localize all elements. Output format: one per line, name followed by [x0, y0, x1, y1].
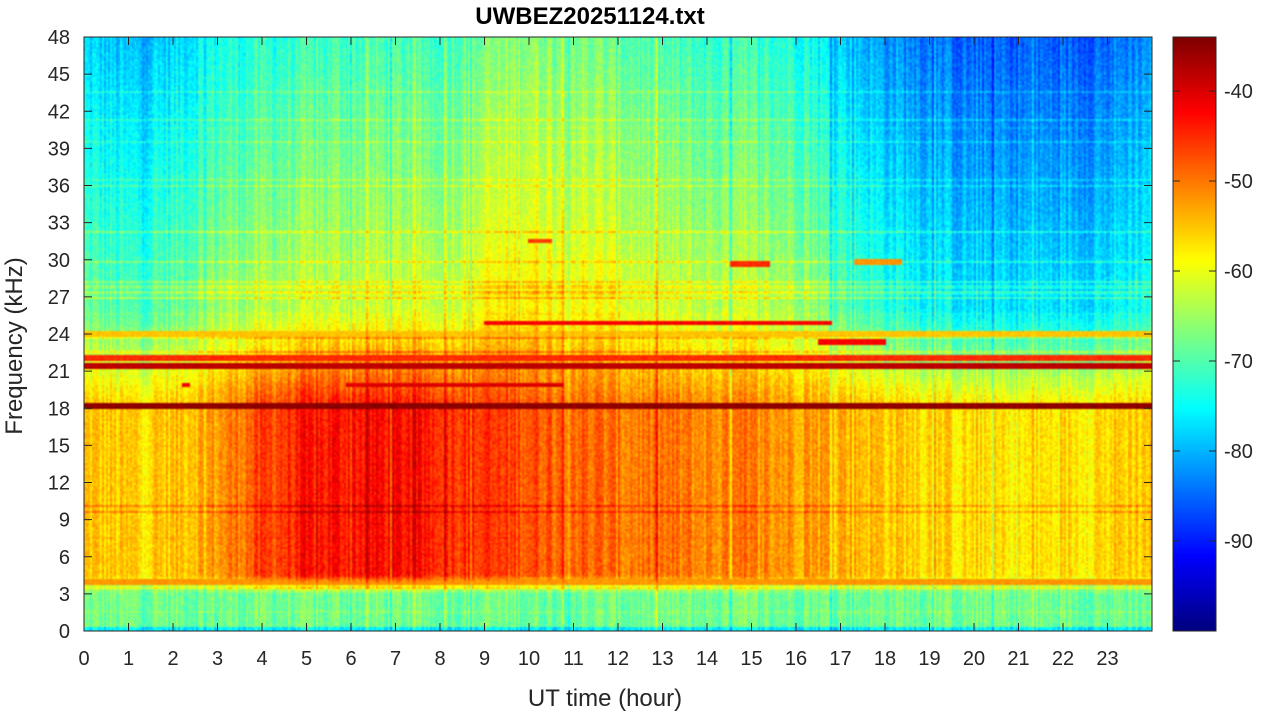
y-tick-label: 27 [48, 287, 70, 309]
plot-area [83, 36, 1153, 632]
y-tick-label: 48 [48, 27, 70, 49]
colorbar-tick-label: -60 [1224, 261, 1253, 283]
y-tick-label: 15 [48, 435, 70, 457]
y-tick-label: 24 [48, 324, 70, 346]
x-tick-label: 12 [607, 648, 629, 670]
x-tick-label: 23 [1096, 648, 1118, 670]
y-tick-label: 39 [48, 138, 70, 160]
x-tick-label: 11 [563, 648, 584, 670]
y-tick-label: 42 [48, 101, 70, 123]
x-tick-label: 0 [78, 648, 89, 670]
x-tick-label: 15 [740, 648, 762, 670]
y-tick-label: 3 [59, 584, 70, 606]
colorbar-tick-label: -90 [1224, 531, 1253, 553]
y-tick-label: 18 [48, 398, 70, 420]
colorbar-tick-label: -40 [1224, 81, 1253, 103]
x-tick-label: 14 [696, 648, 718, 670]
colorbar: -90 -80 -70 -60 -50 -40 [1172, 36, 1253, 632]
x-tick-label: 9 [479, 648, 490, 670]
x-tick-label: 17 [829, 648, 851, 670]
x-tick-label: 1 [123, 648, 134, 670]
x-tick-label: 7 [390, 648, 401, 670]
y-tick-label: 45 [48, 64, 70, 86]
y-tick-label: 30 [48, 250, 70, 272]
colorbar-gradient [1173, 37, 1216, 631]
colorbar-frame [1172, 36, 1217, 632]
y-tick-label: 21 [48, 361, 70, 383]
x-tick-label: 20 [963, 648, 985, 670]
x-tick-label: 18 [874, 648, 896, 670]
x-axis-label: UT time (hour) [528, 685, 682, 712]
x-axis-ticks: 0 1 2 3 4 5 6 7 8 9 10 11 12 13 14 15 16 17 18 19 20 21 22 23 [78, 37, 1119, 670]
chart-title: UWBEZ20251124.txt [475, 3, 704, 30]
x-tick-label: 16 [785, 648, 807, 670]
x-tick-label: 10 [518, 648, 540, 670]
x-tick-label: 3 [212, 648, 223, 670]
x-tick-label: 5 [301, 648, 312, 670]
y-tick-label: 12 [48, 473, 70, 495]
spectrogram-heatmap [84, 37, 1152, 631]
y-tick-label: 36 [48, 176, 70, 198]
x-tick-label: 8 [434, 648, 445, 670]
x-tick-label: 13 [651, 648, 673, 670]
x-tick-label: 6 [345, 648, 356, 670]
y-tick-label: 6 [59, 547, 70, 569]
x-tick-label: 21 [1007, 648, 1029, 670]
x-tick-label: 22 [1052, 648, 1074, 670]
y-axis-label: Frequency (kHz) [1, 257, 28, 434]
y-tick-label: 33 [48, 213, 70, 235]
y-tick-label: 0 [59, 621, 70, 643]
x-tick-label: 19 [918, 648, 940, 670]
x-tick-label: 2 [167, 648, 178, 670]
colorbar-ticks: -90 -80 -70 -60 -50 -40 [1173, 81, 1253, 553]
colorbar-tick-label: -80 [1224, 441, 1253, 463]
colorbar-tick-label: -50 [1224, 171, 1253, 193]
y-tick-label: 9 [59, 510, 70, 532]
colorbar-tick-label: -70 [1224, 351, 1253, 373]
x-tick-label: 4 [256, 648, 267, 670]
